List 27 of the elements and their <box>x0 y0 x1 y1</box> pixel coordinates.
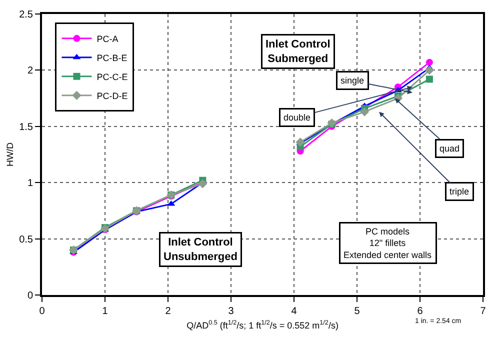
annotation: Inlet Control Unsubmerged <box>164 236 238 263</box>
annotation: Inlet Control Submerged <box>266 38 330 65</box>
annotation: triple <box>450 186 470 196</box>
legend-label: PC-B-E <box>96 52 128 63</box>
x-tick-label: 0 <box>39 306 46 317</box>
legend-label: PC-C-E <box>96 72 128 82</box>
y-axis-title: HW/D <box>4 142 15 166</box>
x-tick-label: 1 <box>102 306 108 317</box>
y-tick-label: 0.5 <box>19 234 34 246</box>
x-tick-label: 5 <box>354 306 360 317</box>
y-tick-label: 2.5 <box>19 10 34 20</box>
annotation: quad <box>440 144 460 154</box>
annotation: double <box>284 112 311 122</box>
y-tick-label: 2 <box>27 66 34 77</box>
annotation: single <box>340 76 364 86</box>
x-tick-label: 7 <box>480 306 486 317</box>
legend-label: PC-A <box>96 34 118 44</box>
x-tick-label: 6 <box>417 306 424 317</box>
y-tick-label: 1 <box>27 178 34 190</box>
y-tick-label: 0 <box>27 290 34 302</box>
x-tick-label: 2 <box>165 306 172 317</box>
x-tick-label: 3 <box>228 306 234 317</box>
x-tick-label: 4 <box>291 306 298 317</box>
y-tick-label: 1.5 <box>19 122 34 133</box>
text: Q/AD$^{0.5}$ (ft$^{1/2}$/s; 1 ft$^{1/2}$/s = 0.552 m$^{1/2}$/s) <box>186 320 338 330</box>
annotation: PC models 12" fillets Extended center walls <box>344 226 432 260</box>
legend-label: PC-D-E <box>96 90 128 101</box>
